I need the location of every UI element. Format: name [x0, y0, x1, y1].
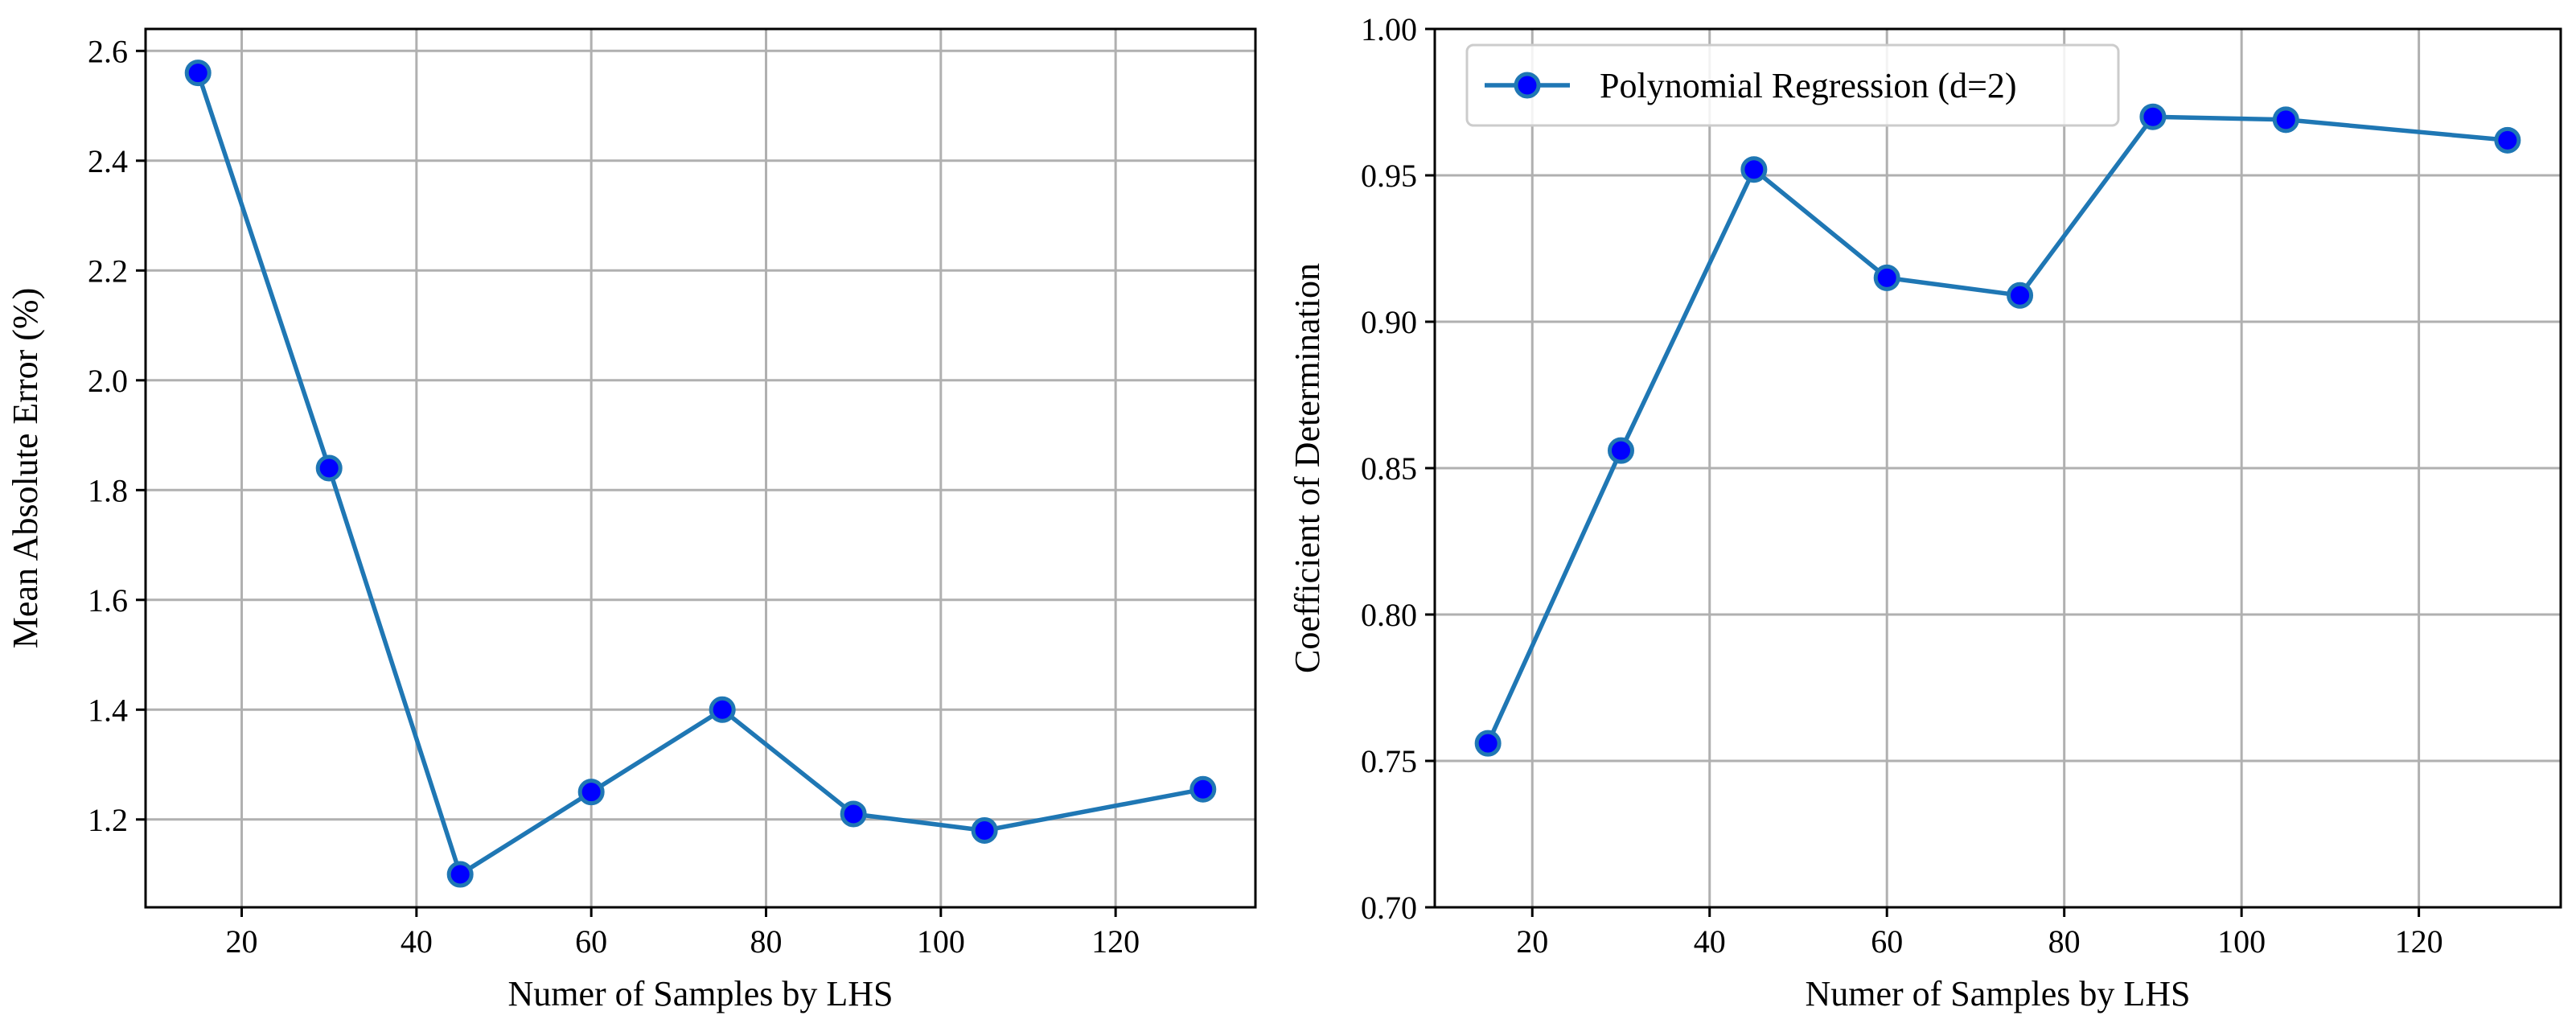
- x-tick-label: 120: [1091, 923, 1140, 960]
- y-tick-label: 2.4: [88, 143, 128, 179]
- y-tick-label: 1.8: [88, 472, 128, 508]
- data-point: [2272, 106, 2299, 134]
- y-tick-label: 1.2: [88, 802, 128, 838]
- x-tick-label: 60: [575, 923, 607, 960]
- x-tick-label: 80: [750, 923, 782, 960]
- data-point: [1474, 730, 1502, 757]
- data-point: [184, 60, 212, 87]
- x-tick-label: 20: [1516, 923, 1548, 960]
- data-point: [840, 800, 867, 828]
- y-tick-label: 0.90: [1361, 304, 1417, 340]
- data-point: [971, 816, 998, 844]
- y-tick-label: 1.00: [1361, 11, 1417, 47]
- r2-series-line: [1485, 114, 2508, 745]
- y-tick-label: 2.6: [88, 33, 128, 69]
- x-tick-label: 80: [2048, 923, 2081, 960]
- data-point: [2007, 282, 2034, 309]
- mae-data-points: [184, 60, 1217, 888]
- plot-frame: [144, 27, 1257, 909]
- legend-box: [1465, 43, 2120, 127]
- x-axis-label: Numer of Samples by LHS: [507, 974, 893, 1013]
- data-point: [315, 454, 343, 482]
- data-point: [577, 779, 605, 806]
- axis-ticks: 20 40 60 80 100 120 1.2 1.4 1.6 1.8 2.0 2.2 2.4 2.6: [88, 33, 1140, 960]
- y-tick-label: 2.2: [88, 253, 128, 289]
- y-axis-label: Coefficient of Determination: [1288, 263, 1327, 673]
- mae-chart-panel: 20 40 60 80 100 120 1.2 1.4 1.6 1.8 2.0 2.2 2.4 2.6 N…: [6, 27, 1257, 1013]
- data-point: [1873, 264, 1900, 291]
- x-axis-label: Numer of Samples by LHS: [1805, 974, 2190, 1013]
- data-point: [2494, 126, 2521, 154]
- x-tick-label: 60: [1871, 923, 1903, 960]
- grid-lines: [1435, 27, 2561, 909]
- grid-lines: [146, 29, 1255, 907]
- data-point: [446, 861, 474, 888]
- y-tick-label: 0.80: [1361, 597, 1417, 633]
- x-tick-label: 120: [2395, 923, 2443, 960]
- data-point: [709, 696, 736, 723]
- x-tick-label: 20: [226, 923, 258, 960]
- y-tick-label: 0.70: [1361, 890, 1417, 926]
- x-tick-label: 40: [401, 923, 433, 960]
- data-point: [1607, 437, 1634, 464]
- legend-label: Polynomial Regression (d=2): [1600, 66, 2017, 105]
- data-point: [2139, 103, 2167, 130]
- x-tick-label: 40: [1694, 923, 1726, 960]
- legend: Polynomial Regression (d=2): [1465, 43, 2120, 127]
- y-tick-label: 2.0: [88, 363, 128, 399]
- y-tick-label: 0.95: [1361, 158, 1417, 194]
- r2-data-points: [1474, 103, 2521, 757]
- y-tick-label: 1.6: [88, 582, 128, 619]
- r2-chart-panel: 20 40 60 80 100 120 0.70 0.75 0.80 0.85 0.90 0.95 1.…: [1288, 11, 2562, 1013]
- x-tick-label: 100: [917, 923, 965, 960]
- axis-ticks: 20 40 60 80 100 120 0.70 0.75 0.80 0.85 0.90 0.95 1.…: [1361, 11, 2443, 960]
- y-tick-label: 0.85: [1361, 450, 1417, 487]
- y-tick-label: 1.4: [88, 692, 128, 728]
- mae-series-line: [195, 72, 1204, 877]
- y-axis-label: Mean Absolute Error (%): [6, 288, 45, 648]
- x-tick-label: 100: [2217, 923, 2266, 960]
- data-point: [1189, 775, 1217, 803]
- y-tick-label: 0.75: [1361, 743, 1417, 779]
- data-point: [1740, 156, 1768, 183]
- legend-marker-swatch: [1514, 72, 1541, 99]
